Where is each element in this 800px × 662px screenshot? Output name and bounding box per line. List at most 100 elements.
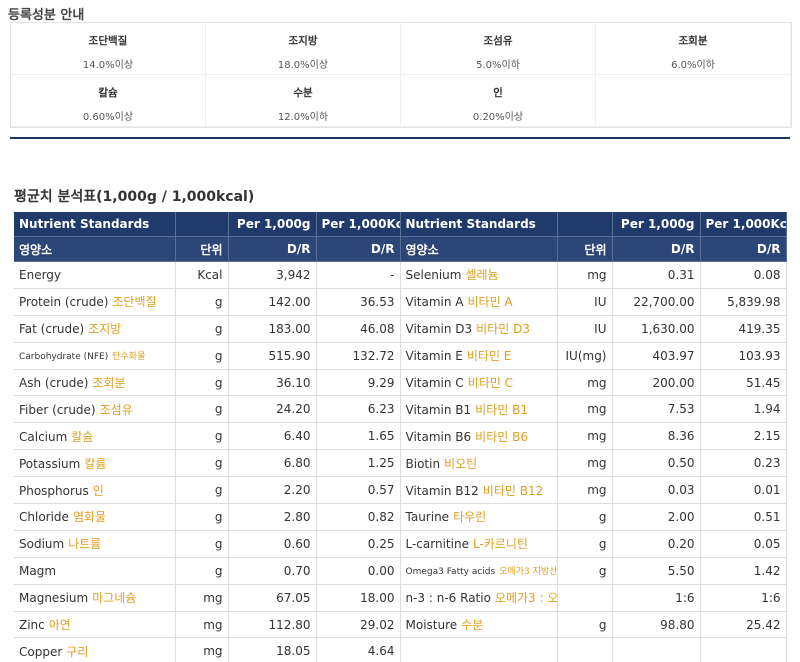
nutrient-en: Vitamin A xyxy=(405,295,464,310)
unit-cell: mg xyxy=(175,584,229,612)
nutrient-en: Magnesium xyxy=(19,591,89,606)
value-cell: 5,839.98 xyxy=(700,288,787,316)
header-cell: Nutrient Standards xyxy=(14,212,176,237)
value-cell: 0.01 xyxy=(700,476,787,505)
value-cell: 1.25 xyxy=(316,449,401,478)
unit-cell: g xyxy=(557,611,613,639)
header-cell: 영양소 xyxy=(400,236,558,262)
unit-cell: mg xyxy=(557,449,613,478)
nutrient-ko: 비타민 B6 xyxy=(475,429,528,444)
nutrient-ko: 염화물 xyxy=(72,510,107,525)
value-cell: 1.42 xyxy=(700,557,787,585)
unit-cell: g xyxy=(175,422,229,451)
grid-cell: 수분 12.0%이하 xyxy=(206,75,401,127)
nutrient-cell: Omega3 Fatty acids 오메가3 지방산 xyxy=(400,557,558,585)
nutrient-en: Chloride xyxy=(19,510,69,525)
cell-name: 수분 xyxy=(293,87,313,99)
value-cell: 1:6 xyxy=(612,584,701,612)
cell-name: 조회분 xyxy=(678,35,708,47)
nutrient-ko: 비오틴 xyxy=(444,456,478,471)
value-cell: 0.03 xyxy=(612,476,701,505)
header-cell: 영양소 xyxy=(14,236,176,262)
header-cell: D/R xyxy=(700,236,787,262)
nutrient-cell: Selenium 셀레늄 xyxy=(400,261,558,289)
value-cell: 2.15 xyxy=(700,422,787,451)
header-cell: Per 1,000g xyxy=(612,212,701,237)
data-row: Phosphorus 인 g 2.20 0.57 Vitamin B12 비타민 B12 mg… xyxy=(14,476,787,505)
value-cell: 132.72 xyxy=(316,342,401,370)
unit-cell: g xyxy=(175,476,229,505)
nutrient-cell: Sodium 나트륨 xyxy=(14,530,176,558)
nutrient-en: Magm xyxy=(19,563,57,578)
value-cell: 0.25 xyxy=(316,530,401,558)
value-cell: 51.45 xyxy=(700,369,787,397)
header-cell: 단위 xyxy=(557,236,613,262)
nutrient-en: Carbohydrate (NFE) xyxy=(19,352,109,363)
nutrient-cell: Magm xyxy=(14,557,176,585)
nutrient-en: Calcium xyxy=(19,429,68,444)
nutrient-en: n-3 : n-6 Ratio xyxy=(405,591,491,606)
data-row: Copper 구리 mg 18.05 4.64 xyxy=(14,637,787,662)
header-cell: D/R xyxy=(612,236,701,262)
value-cell: 0.20 xyxy=(612,530,701,558)
nutrient-cell: Vitamin B1 비타민 B1 xyxy=(400,395,558,424)
unit-cell: Kcal xyxy=(175,261,229,289)
nutrient-cell: Taurine 타우린 xyxy=(400,503,558,531)
nutrient-en: L-carnitine xyxy=(405,537,469,552)
nutrient-en: Vitamin B12 xyxy=(405,483,479,498)
header-cell: Per 1,000Kcal xyxy=(700,212,787,237)
nutrient-ko: 구리 xyxy=(66,644,89,659)
value-cell: 0.70 xyxy=(228,557,317,585)
grid-cell: 조지방 18.0%이상 xyxy=(206,23,401,75)
nutrient-cell: Vitamin C 비타민 C xyxy=(400,369,558,397)
nutrient-en: Ash (crude) xyxy=(19,376,89,390)
value-cell xyxy=(700,637,787,662)
nutrient-ko: 비타민 D3 xyxy=(476,322,530,337)
nutrient-cell: Biotin 비오틴 xyxy=(400,449,558,478)
data-row: Energy Kcal 3,942- Selenium 셀레늄 mg 0.31 0.08 xyxy=(14,261,787,289)
nutrient-en: Sodium xyxy=(19,537,65,552)
unit-cell: mg xyxy=(557,369,613,397)
cell-value: 12.0%이하 xyxy=(277,112,329,123)
unit-cell: g xyxy=(557,557,613,585)
cell-value: 18.0%이상 xyxy=(277,60,329,71)
value-cell xyxy=(612,637,701,662)
nutrient-ko: 조회분 xyxy=(92,376,126,390)
nutrient-cell: Vitamin B6 비타민 B6 xyxy=(400,422,558,451)
value-cell: 403.97 xyxy=(612,342,701,370)
nutrient-en: Vitamin E xyxy=(405,349,463,364)
nutrient-cell: Vitamin D3 비타민 D3 xyxy=(400,315,558,343)
header-cell xyxy=(557,212,613,237)
nutrient-ko: 오메가3 : 오메가6 지방산 비율 xyxy=(494,591,556,606)
grid-cell: 조회분 6.0%이하 xyxy=(596,23,791,75)
nutrient-cell: Calcium 칼슘 xyxy=(14,422,176,451)
nutrient-cell: Vitamin B12 비타민 B12 xyxy=(400,476,558,505)
nutrient-en: Biotin xyxy=(405,456,441,471)
unit-cell: g xyxy=(175,288,229,316)
data-row: Carbohydrate (NFE) 탄수화물 g 515.90 132.72 Vitam… xyxy=(14,342,787,370)
nutrient-ko: 인 xyxy=(92,483,104,498)
value-cell: 8.36 xyxy=(612,422,701,451)
value-cell: 183.00 xyxy=(228,315,317,343)
data-row: Potassium 칼륨 g 6.80 1.25 Biotin 비오틴 mg 0.50 0.23 xyxy=(14,449,787,478)
cell-name: 조섬유 xyxy=(483,35,513,47)
nutrient-en: Fat (crude) xyxy=(19,322,85,337)
nutrient-en: Selenium xyxy=(405,268,462,283)
value-cell: 2.20 xyxy=(228,476,317,505)
nutrient-en: Copper xyxy=(19,644,63,659)
unit-cell: g xyxy=(557,530,613,558)
nutrient-en: Vitamin B1 xyxy=(405,402,472,417)
nutrient-ko: 조단백질 xyxy=(112,295,157,310)
nutrient-cell: Zinc 아연 xyxy=(14,611,176,639)
nutrient-cell: Fiber (crude) 조섬유 xyxy=(14,395,176,424)
unit-cell: mg xyxy=(557,476,613,505)
nutrient-en: Fiber (crude) xyxy=(19,402,96,417)
value-cell: 24.20 xyxy=(228,395,317,424)
nutrient-ko: 오메가3 지방산 xyxy=(499,567,557,578)
nutrient-cell xyxy=(400,637,558,662)
value-cell: 200.00 xyxy=(612,369,701,397)
registered-grid: 조단백질 14.0%이상 조지방 18.0%이상 조섬유 5.0%이하 조회분 6.0%이하 칼… xyxy=(10,22,792,128)
header-cell: D/R xyxy=(316,236,401,262)
